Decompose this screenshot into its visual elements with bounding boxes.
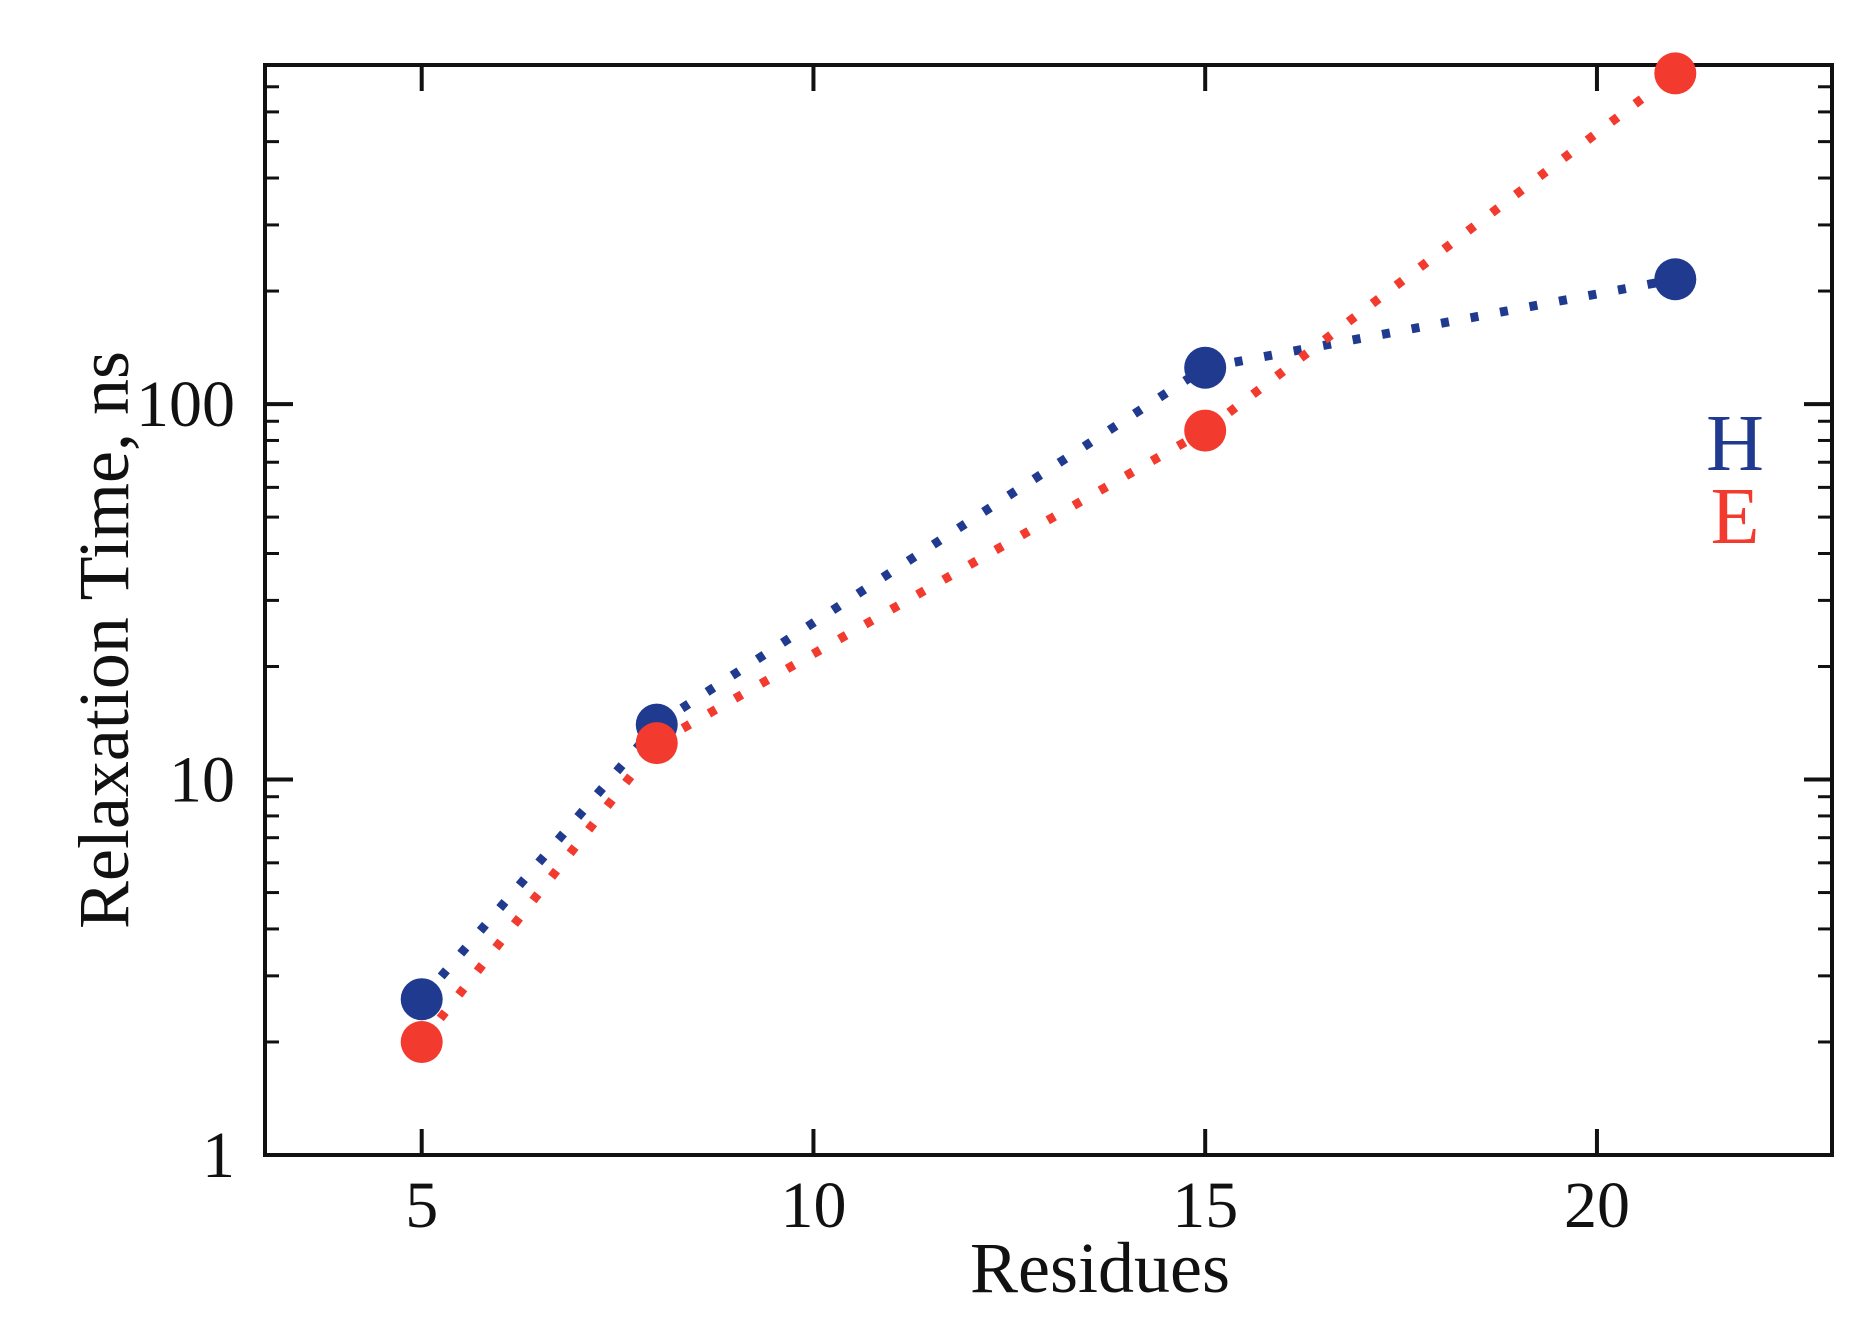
legend: HE <box>1706 400 1764 561</box>
axis-ticks: 5 10 15 20 1 10 100 <box>136 63 1832 1242</box>
x-tick-label: 10 <box>780 1169 846 1242</box>
data-point <box>1184 409 1227 452</box>
x-axis-label: Residues <box>970 1228 1230 1308</box>
plot-frame <box>263 63 1834 1157</box>
series-line-segment <box>654 426 1208 748</box>
y-axis-label: Relaxation Time, ns <box>64 351 144 929</box>
series-layer <box>400 52 1697 1063</box>
data-point <box>1654 258 1697 301</box>
plot-area-border <box>263 63 1834 1157</box>
legend-entry-H: H <box>1706 400 1764 488</box>
x-tick-label: 5 <box>405 1169 438 1242</box>
series-line-segment <box>1202 69 1679 435</box>
data-point <box>400 978 443 1021</box>
data-point <box>1654 52 1697 95</box>
series-line-segment <box>418 721 661 1003</box>
x-tick-label: 20 <box>1564 1169 1630 1242</box>
series-line-segment <box>654 363 1208 729</box>
legend-entry-E: E <box>1711 473 1760 561</box>
series-line-segment <box>1204 274 1677 373</box>
y-tick-label: 100 <box>136 368 235 441</box>
axis-labels: Residues Relaxation Time, ns <box>64 351 1230 1308</box>
series-H <box>400 258 1697 1021</box>
data-point <box>635 722 678 765</box>
data-point <box>1184 346 1227 389</box>
data-point <box>400 1020 443 1063</box>
y-tick-label: 10 <box>169 744 235 817</box>
series-E <box>400 52 1697 1063</box>
y-tick-label: 1 <box>202 1119 235 1192</box>
series-line-segment <box>418 740 661 1045</box>
x-tick-label: 15 <box>1172 1169 1238 1242</box>
